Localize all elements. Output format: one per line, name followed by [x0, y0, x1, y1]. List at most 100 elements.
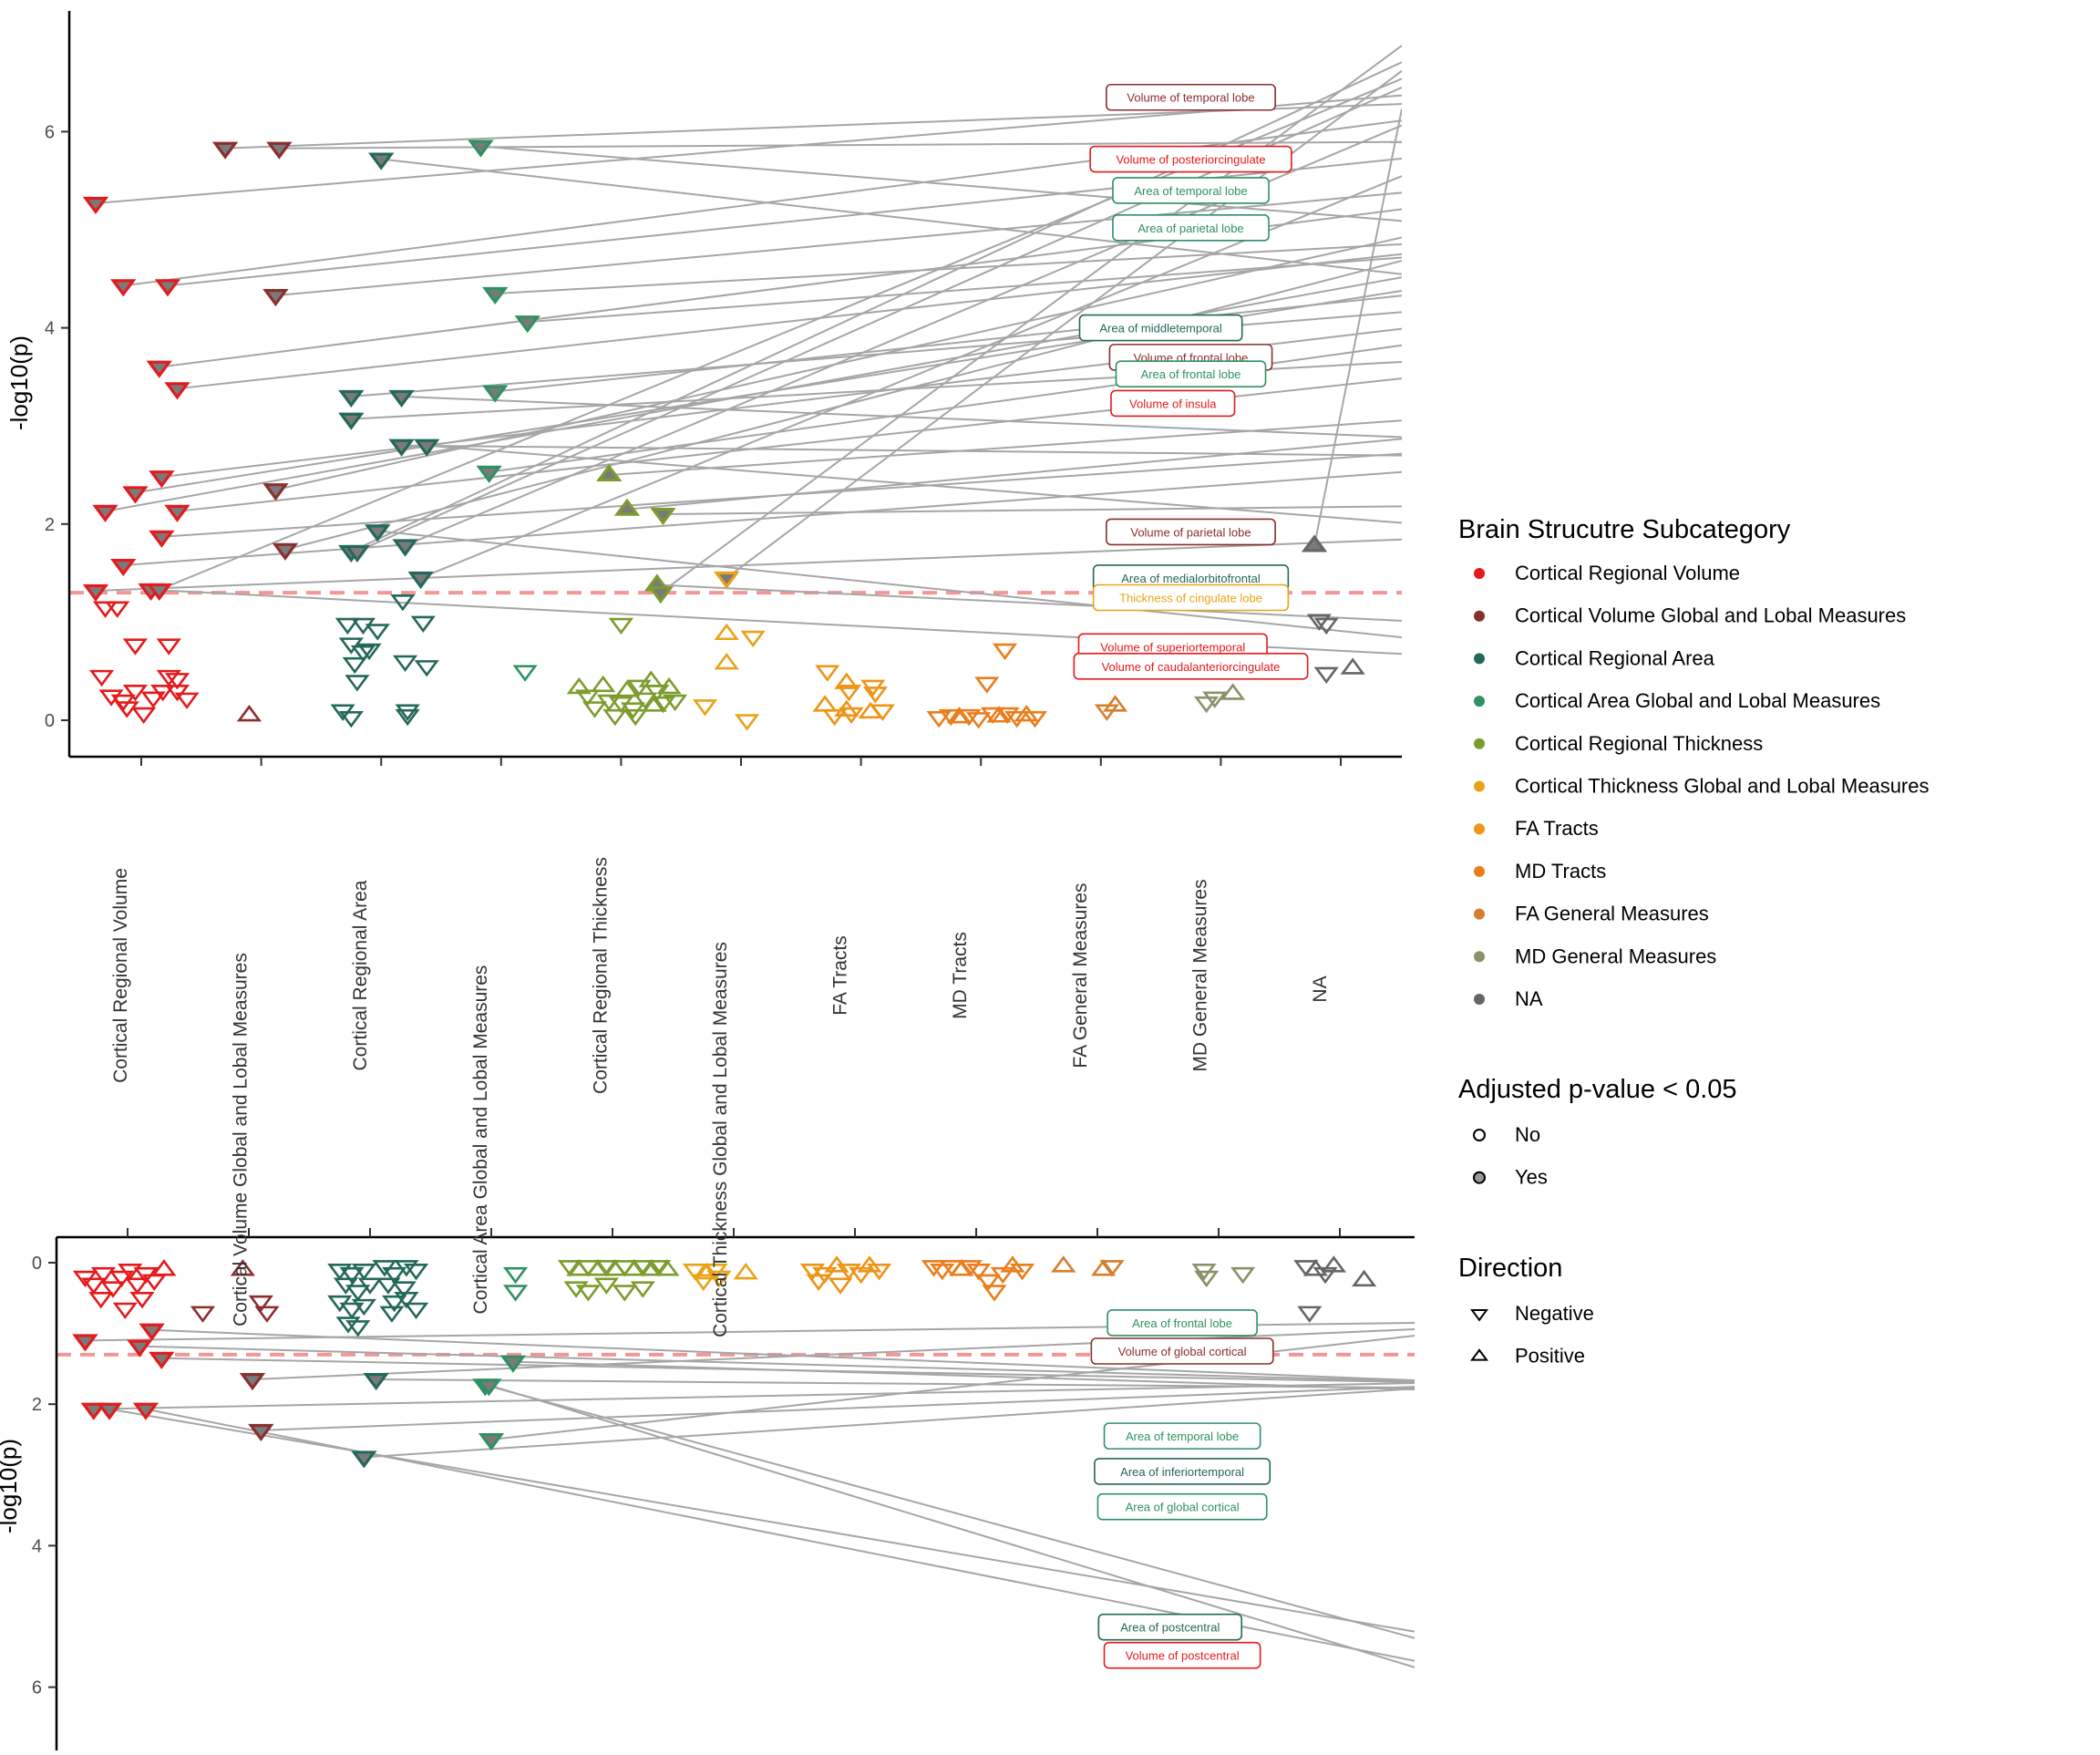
data-point	[266, 141, 293, 160]
annotation-box	[1106, 83, 1276, 111]
data-point	[72, 1334, 98, 1352]
legend-label: Cortical Regional Volume	[1515, 562, 1740, 584]
data-point	[131, 707, 157, 725]
data-point	[376, 1277, 401, 1295]
data-point	[966, 1264, 992, 1281]
data-point	[211, 141, 239, 160]
category-label: MD General Measures	[1189, 879, 1210, 1071]
legend-swatch	[1474, 951, 1485, 963]
data-point	[395, 708, 420, 727]
legend-item: No	[1473, 1123, 1540, 1146]
data-point	[127, 1339, 153, 1358]
data-point	[149, 530, 175, 548]
data-point	[957, 1260, 983, 1277]
legend-item: Cortical Thickness Global and Lobal Meas…	[1474, 775, 1930, 798]
data-point	[92, 504, 118, 522]
data-point	[990, 1266, 1015, 1285]
data-point	[1352, 1269, 1377, 1287]
data-point	[351, 1450, 377, 1469]
data-point	[867, 1264, 892, 1281]
data-point	[585, 1259, 611, 1276]
connector-line	[626, 438, 1402, 511]
data-point	[1009, 1264, 1035, 1281]
data-point	[379, 1306, 405, 1323]
data-point	[410, 615, 436, 633]
data-point	[335, 1316, 361, 1334]
data-point	[357, 1277, 383, 1295]
points	[82, 139, 1365, 731]
legend-swatch	[1473, 1171, 1486, 1184]
data-point	[344, 544, 371, 563]
legend-item: Cortical Area Global and Lobal Measures	[1474, 689, 1880, 712]
data-point	[949, 1259, 974, 1276]
data-point	[368, 152, 395, 170]
annotation-box	[1096, 1492, 1268, 1521]
data-point	[350, 645, 376, 663]
legend-swatch	[1474, 738, 1485, 749]
data-point	[125, 1277, 150, 1295]
annotation-text: Area of frontal lobe	[1141, 367, 1241, 381]
data-point	[395, 704, 420, 721]
data-point	[363, 1372, 389, 1391]
data-point	[390, 594, 416, 612]
legend-label: Cortical Area Global and Lobal Measures	[1515, 689, 1880, 712]
data-point	[1014, 705, 1039, 722]
connector-line	[123, 470, 1402, 566]
connector-line	[660, 45, 1402, 594]
annotation-text: Area of inferiortemporal	[1120, 1465, 1244, 1479]
annotation-label: Area of temporal lobe	[1103, 1422, 1261, 1450]
data-point	[392, 655, 418, 673]
legend-item: MD General Measures	[1474, 945, 1716, 967]
connector-line	[364, 1388, 1415, 1459]
data-point	[1099, 1260, 1125, 1277]
annotation-text: Area of temporal lobe	[1134, 184, 1247, 198]
data-point	[122, 684, 149, 702]
category-label: Cortical Regional Thickness	[590, 857, 611, 1094]
data-point	[638, 670, 664, 687]
annotation-box	[1112, 177, 1270, 204]
data-point	[392, 539, 418, 557]
annotation-label: Area of frontal lobe	[1107, 1309, 1258, 1337]
data-point	[839, 707, 864, 725]
category-label: FA Tracts	[830, 935, 851, 1016]
data-point	[574, 689, 601, 707]
data-point	[394, 1292, 419, 1309]
legend-item: NA	[1474, 987, 1543, 1010]
legend-swatch	[1474, 568, 1485, 579]
data-point	[150, 684, 176, 702]
connector-line	[252, 1328, 1415, 1381]
data-point	[608, 617, 633, 635]
annotation-text: Volume of postcentral	[1126, 1649, 1240, 1663]
data-point	[338, 412, 365, 430]
legend-title-adjusted: Adjusted p-value < 0.05	[1458, 1075, 1737, 1104]
annotation-text: Volume of insula	[1129, 397, 1217, 410]
connector-line	[420, 175, 1402, 579]
data-point	[149, 470, 175, 489]
data-point	[602, 708, 628, 727]
data-point	[1220, 683, 1246, 700]
data-point	[822, 708, 848, 727]
data-point	[110, 558, 137, 577]
annotation-label: Area of frontal lobe	[1115, 360, 1267, 387]
data-point	[503, 1266, 529, 1285]
data-point	[149, 1351, 175, 1369]
data-point	[382, 1266, 407, 1285]
y-tick-label: 4	[45, 319, 55, 339]
data-point	[1004, 711, 1030, 728]
data-point	[90, 1266, 116, 1285]
category-label: FA General Measures	[1070, 883, 1091, 1068]
annotation-label: Area of inferiortemporal	[1094, 1458, 1271, 1485]
legend-item: Negative	[1470, 1302, 1594, 1325]
legend-item: FA General Measures	[1474, 903, 1709, 925]
connector-line	[495, 294, 1402, 393]
data-point	[190, 1306, 216, 1323]
connector-line	[376, 1378, 1415, 1389]
data-point	[1306, 614, 1332, 631]
data-point	[262, 483, 289, 501]
legend-item: MD Tracts	[1474, 860, 1606, 883]
connector-line	[480, 145, 1402, 222]
annotation-box	[1112, 214, 1270, 242]
data-point	[1094, 704, 1119, 721]
data-point	[656, 676, 682, 695]
legend-label: MD Tracts	[1515, 860, 1606, 883]
